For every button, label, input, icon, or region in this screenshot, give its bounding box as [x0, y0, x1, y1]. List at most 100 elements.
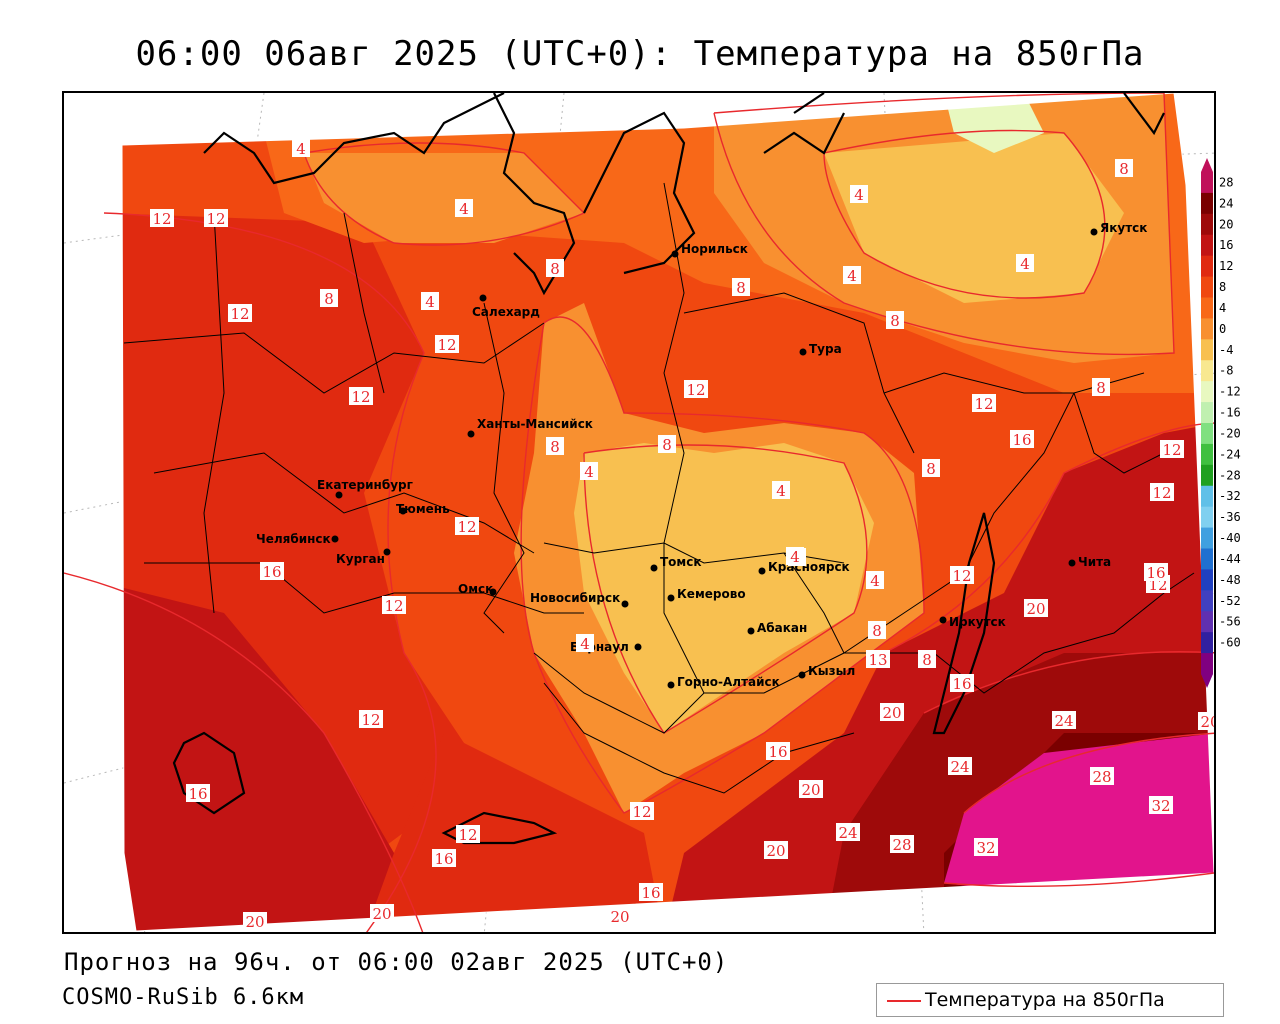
contour-label: 16 — [766, 742, 790, 761]
svg-text:12: 12 — [1162, 441, 1181, 459]
colorbar-swatch — [1201, 192, 1213, 215]
colorbar-swatch — [1201, 318, 1213, 340]
svg-text:4: 4 — [870, 572, 880, 590]
contour-label: 16 — [950, 674, 974, 693]
city-label: Иркутск — [949, 615, 1006, 629]
svg-text:12: 12 — [206, 210, 225, 228]
svg-text:8: 8 — [550, 260, 560, 278]
contour-label: 24 — [1052, 711, 1076, 730]
colorbar-swatch — [1201, 255, 1213, 278]
city-kurgan[interactable]: Курган — [336, 548, 391, 567]
domain-outline — [121, 93, 1214, 932]
model-name: COSMO-RuSib 6.6км — [62, 985, 305, 1010]
svg-text:8: 8 — [736, 279, 746, 297]
city-salekhard[interactable]: Салехард — [472, 294, 540, 320]
city-label: Ханты-Мансийск — [477, 417, 593, 431]
contour-label: 24 — [948, 757, 972, 776]
contour-label: 8 — [658, 435, 676, 454]
colorbar-tick-label: -60 — [1219, 636, 1241, 650]
svg-text:12: 12 — [974, 395, 993, 413]
colorbar-swatch — [1201, 381, 1213, 403]
svg-text:8: 8 — [926, 460, 936, 478]
svg-text:4: 4 — [459, 200, 469, 218]
contour-label: 4 — [850, 185, 868, 204]
contour-label: 16 — [1144, 563, 1168, 582]
colorbar-tick-label: 8 — [1219, 280, 1226, 294]
svg-text:12: 12 — [1152, 484, 1171, 502]
colorbar-swatch — [1201, 276, 1213, 298]
contour-label: 4 — [786, 547, 804, 566]
city-label: Екатеринбург — [317, 478, 413, 492]
city-label: Кызыл — [808, 664, 855, 678]
city-khanty-mansiysk[interactable]: Ханты-Мансийск — [467, 417, 593, 438]
colorbar-max-arrow — [1201, 158, 1213, 172]
svg-text:4: 4 — [790, 548, 800, 566]
city-omsk[interactable]: Омск — [458, 582, 497, 596]
svg-text:8: 8 — [872, 622, 882, 640]
colorbar-graphic: 28 24 20 16 12 8 4 0 -4 -8 -12 -16 -20 -24 -28 -32 -36 -4… — [1201, 158, 1241, 688]
city-label: Новосибирск — [530, 591, 620, 605]
contour-label: 12 — [950, 566, 974, 585]
city-irkutsk[interactable]: Иркутск — [939, 615, 1006, 629]
city-gorno-altaysk[interactable]: Горно-Алтайск — [667, 675, 780, 689]
contour-label: 4 — [1016, 254, 1034, 273]
contour-label: 8 — [320, 289, 338, 308]
city-label: Тюмень — [396, 502, 450, 516]
contour-label: 20 — [370, 904, 394, 923]
colorbar-swatch — [1201, 234, 1213, 257]
svg-text:4: 4 — [584, 463, 594, 481]
colorbar-swatch — [1201, 569, 1213, 591]
svg-text:4: 4 — [296, 140, 306, 158]
svg-text:24: 24 — [838, 824, 857, 842]
svg-text:20: 20 — [801, 781, 820, 799]
colorbar-tick-label: -32 — [1219, 489, 1241, 503]
svg-text:8: 8 — [550, 438, 560, 456]
colorbar-tick-label: 24 — [1219, 196, 1233, 210]
city-tyumen[interactable]: Тюмень — [396, 502, 450, 516]
contour-label: 12 — [630, 802, 654, 821]
city-yakutsk[interactable]: Якутск — [1090, 221, 1148, 236]
svg-text:16: 16 — [1012, 431, 1031, 449]
contour-label: 20 — [608, 907, 632, 926]
city-label: Чита — [1078, 555, 1111, 569]
temperature-colorbar: 28 24 20 16 12 8 4 0 -4 -8 -12 -16 -20 -24 -28 -32 -36 -4… — [1199, 158, 1259, 688]
svg-text:20: 20 — [1026, 600, 1045, 618]
city-novosibirsk[interactable]: Новосибирск — [530, 591, 629, 608]
city-norilsk[interactable]: Норильск — [671, 242, 748, 258]
contour-label: 4 — [772, 481, 790, 500]
city-tura[interactable]: Тура — [799, 342, 842, 356]
colorbar-swatch — [1201, 339, 1213, 361]
svg-text:16: 16 — [641, 884, 660, 902]
city-chita[interactable]: Чита — [1068, 555, 1112, 569]
city-label: Горно-Алтайск — [677, 675, 780, 689]
svg-text:4: 4 — [776, 482, 786, 500]
colorbar-swatch — [1201, 172, 1213, 194]
city-yekaterinburg[interactable]: Екатеринбург — [317, 478, 413, 499]
city-label: Курган — [336, 552, 385, 566]
city-abakan[interactable]: Абакан — [747, 621, 808, 635]
svg-text:12: 12 — [952, 567, 971, 585]
contour-label: 8 — [886, 311, 904, 330]
forecast-info: Прогноз на 96ч. от 06:00 02авг 2025 (UTC… — [64, 948, 729, 976]
colorbar-swatch — [1201, 443, 1213, 466]
contour-label: 12 — [204, 209, 228, 228]
contour-label: 16 — [639, 883, 663, 902]
contour-label: 20 — [799, 780, 823, 799]
city-kemerovo[interactable]: Кемерово — [667, 587, 746, 602]
svg-text:20: 20 — [1200, 713, 1216, 731]
city-tomsk[interactable]: Томск — [650, 555, 702, 572]
temperature-map[interactable]: Норильск Якутск Салехард Тура Ханты-Манс… — [62, 91, 1216, 934]
city-kyzyl[interactable]: Кызыл — [798, 664, 856, 679]
contour-label: 20 — [880, 703, 904, 722]
map-title: 06:00 06авг 2025 (UTC+0): Температура на… — [135, 34, 1145, 74]
city-chelyabinsk[interactable]: Челябинск — [256, 532, 339, 546]
svg-text:16: 16 — [188, 785, 207, 803]
city-label: Омск — [458, 582, 493, 596]
svg-text:12: 12 — [384, 597, 403, 615]
colorbar-swatch — [1201, 590, 1213, 612]
city-label: Норильск — [681, 242, 748, 256]
contour-label: 8 — [546, 437, 564, 456]
svg-text:4: 4 — [847, 267, 857, 285]
contour-label: 16 — [1010, 430, 1034, 449]
cities-layer: Норильск Якутск Салехард Тура Ханты-Манс… — [256, 221, 1147, 689]
